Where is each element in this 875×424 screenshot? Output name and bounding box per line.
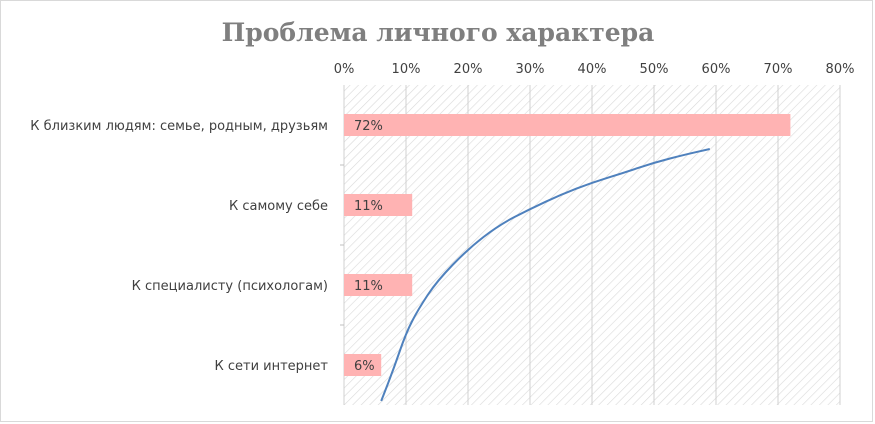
category-labels: К близким людям: семье, родным, друзьям К… <box>30 119 328 374</box>
x-tick-label: 30% <box>516 62 545 77</box>
bars <box>344 114 791 376</box>
x-axis-ticks: 0% 10% 20% 30% 40% 50% 60% 70% 80% <box>334 62 855 77</box>
category-label: К самому себе <box>229 199 328 214</box>
x-tick-label: 70% <box>764 62 793 77</box>
x-tick-label: 40% <box>578 62 607 77</box>
x-tick-label: 80% <box>826 62 855 77</box>
data-labels: 72% 11% 11% 6% <box>354 119 383 374</box>
trendline <box>380 148 711 402</box>
category-label: К специалисту (психологам) <box>132 279 328 294</box>
chart-title: Проблема личного характера <box>222 18 655 47</box>
data-label: 11% <box>354 199 383 214</box>
x-tick-label: 0% <box>334 62 355 77</box>
x-tick-label: 20% <box>454 62 483 77</box>
bar <box>344 354 382 376</box>
bar <box>344 274 413 296</box>
category-label: К сети интернет <box>214 359 328 374</box>
trendline-path <box>380 148 711 402</box>
data-label: 72% <box>354 119 383 134</box>
x-tick-label: 60% <box>702 62 731 77</box>
gridlines <box>340 85 841 405</box>
x-tick-label: 50% <box>640 62 669 77</box>
data-label: 6% <box>354 359 375 374</box>
category-label: К близким людям: семье, родным, друзьям <box>30 119 328 134</box>
bar <box>344 194 413 216</box>
x-tick-label: 10% <box>392 62 421 77</box>
bar <box>344 114 791 136</box>
data-label: 11% <box>354 279 383 294</box>
